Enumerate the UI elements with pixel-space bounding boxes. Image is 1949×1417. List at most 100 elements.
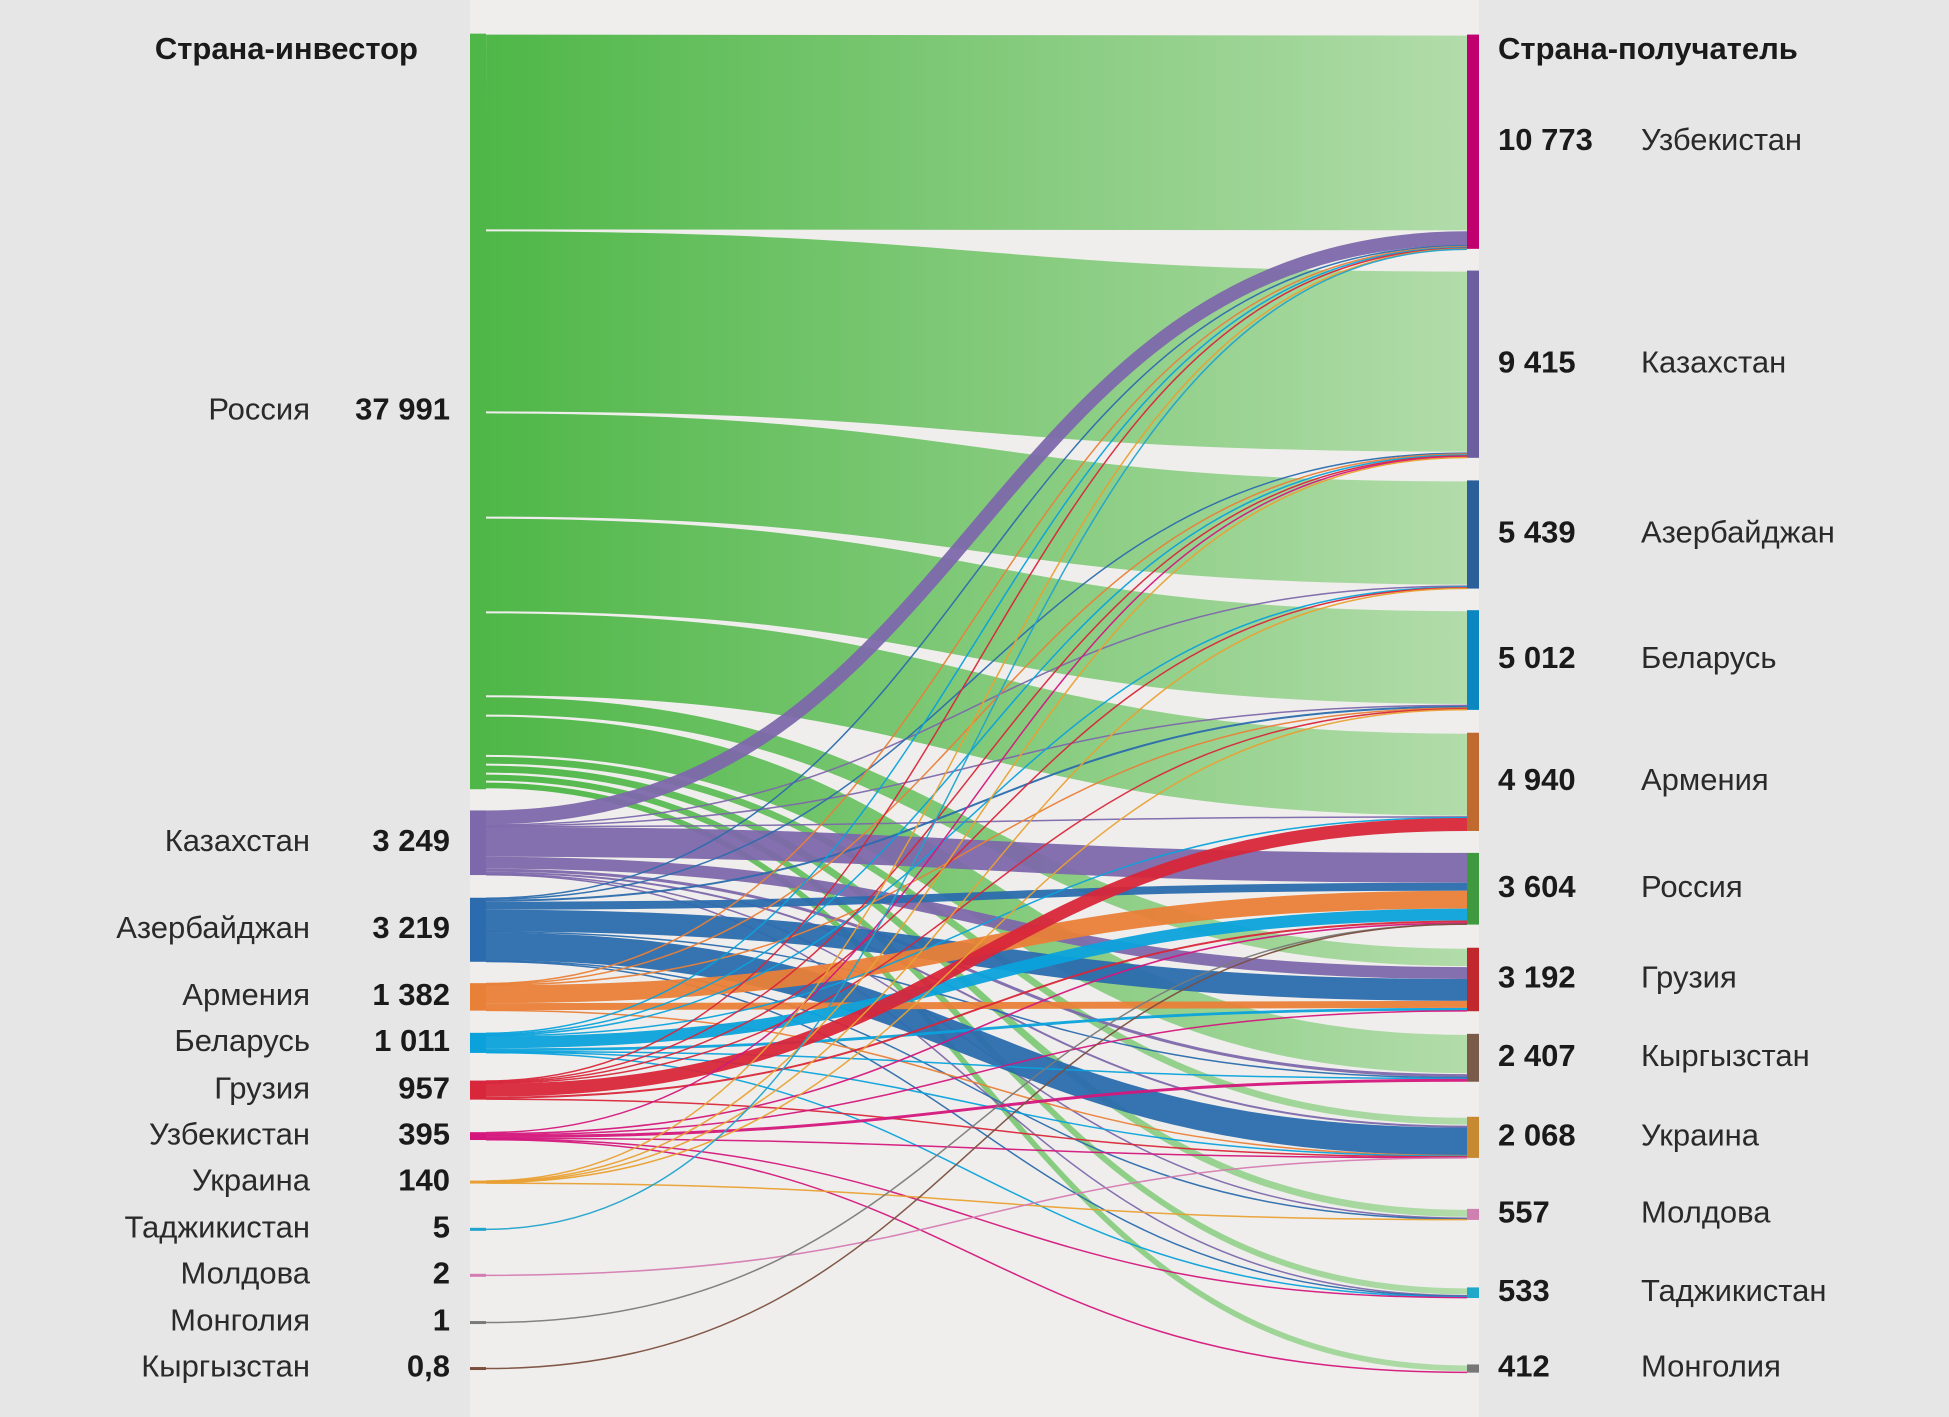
- link: [485, 231, 1468, 825]
- target-name: Молдова: [1641, 1195, 1771, 1230]
- target-name: Монголия: [1641, 1349, 1781, 1384]
- target-node: [1467, 1033, 1479, 1082]
- source-node: [470, 1080, 486, 1100]
- link: [485, 908, 1468, 1049]
- link: [485, 244, 1468, 900]
- source-name: Молдова: [180, 1256, 310, 1291]
- target-name: Казахстан: [1641, 344, 1786, 379]
- source-node: [470, 983, 486, 1011]
- link: [485, 765, 1468, 1217]
- source-node: [470, 1273, 486, 1277]
- link: [485, 247, 1468, 1082]
- target-node: [1467, 610, 1479, 710]
- link: [485, 874, 1468, 1297]
- link: [485, 697, 1468, 967]
- link: [485, 1007, 1468, 1052]
- target-value: 4 940: [1498, 762, 1576, 797]
- source-value: 140: [398, 1162, 450, 1197]
- link: [485, 453, 1468, 986]
- target-node: [1467, 947, 1479, 1012]
- link: [485, 231, 1468, 452]
- target-value: 5 012: [1498, 640, 1576, 675]
- target-node: [1467, 852, 1479, 925]
- target-value: 533: [1498, 1273, 1550, 1308]
- link: [485, 456, 1468, 1183]
- source-value: 1 011: [374, 1023, 450, 1058]
- source-name: Грузия: [214, 1070, 310, 1105]
- target-value: 10 773: [1498, 122, 1593, 157]
- source-header: Страна-инвестор: [155, 31, 418, 66]
- source-node: [470, 1032, 486, 1053]
- target-value: 2 407: [1498, 1038, 1576, 1073]
- target-name: Россия: [1641, 869, 1743, 904]
- target-header: Страна-получатель: [1498, 31, 1798, 66]
- source-node: [470, 1321, 486, 1325]
- source-name: Россия: [208, 392, 310, 427]
- source-name: Казахстан: [165, 823, 310, 858]
- source-value: 3 249: [372, 823, 450, 858]
- target-node: [1467, 480, 1479, 589]
- target-name: Узбекистан: [1641, 122, 1802, 157]
- source-name: Узбекистан: [149, 1116, 310, 1151]
- source-value: 0,8: [407, 1349, 450, 1384]
- target-name: Украина: [1641, 1118, 1760, 1153]
- link: [485, 707, 1468, 986]
- target-node: [1467, 1364, 1479, 1373]
- link: [485, 708, 1468, 1085]
- link: [485, 586, 1468, 1036]
- target-value: 412: [1498, 1349, 1550, 1384]
- source-name: Беларусь: [174, 1023, 310, 1058]
- link: [485, 923, 1468, 1324]
- links: [485, 34, 1468, 1374]
- link: [485, 704, 1468, 827]
- link: [485, 34, 1468, 231]
- link: [485, 413, 1468, 585]
- target-name: Азербайджан: [1641, 515, 1835, 550]
- link: [485, 246, 1468, 1034]
- source-value: 37 991: [355, 392, 450, 427]
- target-node: [1467, 1116, 1479, 1158]
- source-name: Кыргызстан: [141, 1349, 310, 1384]
- target-name: Армения: [1641, 762, 1769, 797]
- target-name: Кыргызстан: [1641, 1038, 1810, 1073]
- link: [485, 1010, 1468, 1136]
- link: [485, 587, 1468, 1183]
- target-value: 3 192: [1498, 960, 1576, 995]
- target-node: [1467, 732, 1479, 831]
- link: [485, 456, 1468, 1134]
- link: [485, 245, 1468, 985]
- link: [485, 248, 1468, 1231]
- source-name: Азербайджан: [116, 910, 310, 945]
- source-name: Армения: [182, 977, 310, 1012]
- link: [485, 1138, 1468, 1374]
- source-value: 5: [433, 1210, 450, 1245]
- link: [485, 856, 1468, 980]
- source-value: 957: [398, 1070, 450, 1105]
- link: [485, 705, 1468, 902]
- link: [485, 960, 1468, 1220]
- link: [485, 816, 1468, 1037]
- source-value: 3 219: [372, 910, 450, 945]
- source-node: [470, 1132, 486, 1141]
- target-node: [1467, 270, 1479, 458]
- target-name: Грузия: [1641, 960, 1737, 995]
- link: [485, 1182, 1468, 1221]
- link: [485, 1078, 1468, 1139]
- target-name: Таджикистан: [1641, 1273, 1827, 1308]
- target-value: 5 439: [1498, 515, 1576, 550]
- source-value: 1: [433, 1303, 450, 1338]
- nodes: Россия 37 991 Казахстан 3 249 Азербайджан 3 2…: [116, 33, 1835, 1384]
- source-name: Украина: [192, 1162, 311, 1197]
- link: [485, 1157, 1468, 1277]
- target-value: 3 604: [1498, 869, 1576, 904]
- source-node: [470, 1367, 486, 1371]
- link: [485, 1138, 1468, 1299]
- source-name: Монголия: [170, 1303, 310, 1338]
- link: [485, 922, 1468, 1135]
- source-value: 1 382: [372, 977, 450, 1012]
- target-name: Беларусь: [1641, 640, 1777, 675]
- link: [485, 1051, 1468, 1157]
- link: [485, 920, 1468, 1099]
